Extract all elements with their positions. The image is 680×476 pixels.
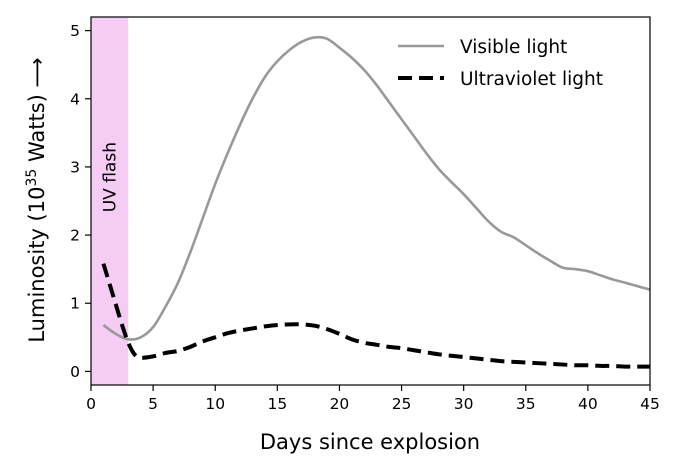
y-axis-title-suffix: Watts) ⟶ (25, 57, 49, 168)
y-axis-title: Luminosity (1035 Watts) ⟶ (24, 57, 49, 342)
x-tick-label: 15 (267, 395, 287, 413)
x-axis-title: Days since explosion (260, 430, 480, 454)
axes-frame (90, 16, 651, 386)
series-line-visible-light (102, 35, 650, 341)
y-tick-label: 2 (70, 227, 80, 245)
x-tick-label: 45 (640, 395, 660, 413)
x-tick-label: 5 (148, 395, 158, 413)
x-tick-label: 25 (392, 395, 412, 413)
x-tick-label: 40 (578, 395, 598, 413)
x-tick-label: 10 (205, 395, 225, 413)
x-tick-label: 35 (516, 395, 536, 413)
series-line-ultraviolet-light (101, 263, 650, 369)
uv-flash-region (91, 17, 129, 385)
uv-flash-label: UV flash (101, 142, 121, 212)
y-tick-label: 1 (70, 295, 80, 313)
y-tick-label: 3 (70, 158, 80, 176)
legend: Visible light Ultraviolet light (398, 37, 603, 90)
legend-label-visible-light: Visible light (460, 37, 567, 58)
x-tick-label: 0 (86, 395, 96, 413)
y-axis-title-exponent: 35 (24, 169, 40, 187)
y-axis-title-prefix: Luminosity (10 (25, 187, 49, 343)
y-tick-label: 0 (70, 363, 80, 381)
y-tick-label: 5 (70, 22, 80, 40)
x-tick-label: 20 (330, 395, 350, 413)
x-tick-label: 30 (454, 395, 474, 413)
legend-label-ultraviolet-light: Ultraviolet light (460, 69, 603, 90)
plot-area: UV flash (91, 17, 650, 385)
y-tick-label: 4 (70, 90, 80, 108)
